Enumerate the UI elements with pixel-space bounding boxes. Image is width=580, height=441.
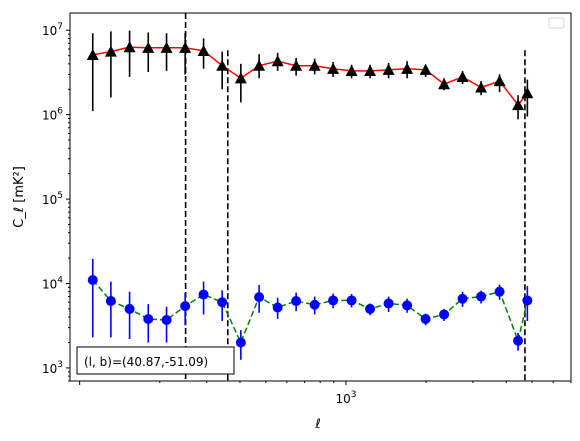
series-1-point	[142, 41, 155, 53]
series-1-point	[160, 41, 173, 53]
series-2-point	[420, 313, 431, 324]
series-1-point	[104, 45, 117, 57]
series-2-point	[180, 301, 191, 312]
series-1-point	[179, 41, 192, 53]
series-2-point	[105, 296, 116, 307]
series-1-point	[216, 59, 229, 71]
series-1-point	[327, 62, 340, 74]
series-2-point	[272, 302, 283, 313]
series-2-point	[365, 303, 376, 314]
series-2-point	[346, 295, 357, 306]
y-axis-label: C_ℓ [mK²]	[12, 166, 27, 228]
y-tick-label: 105	[42, 191, 63, 207]
series-2-point	[522, 295, 533, 306]
series-2-point	[457, 293, 468, 304]
series-2-point	[217, 297, 228, 308]
series-1-point	[475, 81, 488, 93]
series-1-point	[345, 64, 358, 76]
series-2-point	[87, 275, 98, 286]
series-1-point	[271, 55, 284, 67]
series-1-point	[234, 72, 247, 84]
series-2-point	[328, 295, 339, 306]
series-1-point	[419, 63, 432, 75]
series-1-point	[253, 59, 266, 71]
series-2-point	[309, 299, 320, 310]
series-2-point	[161, 314, 172, 325]
series-2-point	[143, 313, 154, 324]
legend-box	[548, 17, 565, 29]
x-tick-label: 103	[335, 390, 356, 406]
series-2-point	[198, 289, 209, 300]
annotation-box: (l, b)=(40.87,-51.09)	[76, 346, 235, 375]
series-1-point	[438, 78, 451, 90]
series-1-point	[290, 59, 303, 71]
series-1-point	[382, 63, 395, 75]
series-1-point	[308, 59, 321, 71]
y-tick-label: 103	[42, 360, 63, 376]
series-1-point	[493, 75, 506, 87]
series-2-point	[494, 286, 505, 297]
series-2-point	[291, 296, 302, 307]
plot-area	[86, 13, 534, 381]
series-2-point	[476, 291, 487, 302]
series-2-point	[383, 298, 394, 309]
series-1-point	[123, 41, 136, 53]
annotation-frame	[76, 346, 235, 375]
series-2-point	[235, 337, 246, 348]
series-1-point	[86, 48, 99, 61]
series-1-point	[401, 62, 414, 74]
series-1-point	[456, 70, 469, 83]
plot-frame	[69, 12, 572, 382]
series-1-point	[521, 87, 534, 99]
series-2-point	[513, 335, 524, 346]
series-1-point	[512, 99, 525, 111]
y-tick-label: 106	[42, 107, 63, 123]
series-2-point	[254, 292, 265, 303]
series-2-point	[402, 300, 413, 311]
series-1-point	[364, 64, 377, 76]
axis-ticks: 103 104 105 106 107 103	[42, 22, 572, 406]
series-1-point	[197, 44, 210, 56]
annotation-text: (l, b)=(40.87,-51.09)	[84, 355, 208, 369]
y-tick-label: 107	[42, 22, 63, 38]
series-2-point	[439, 309, 450, 320]
series-2-point	[124, 303, 135, 314]
y-tick-label: 104	[42, 276, 63, 292]
x-axis-label: ℓ	[314, 417, 320, 432]
